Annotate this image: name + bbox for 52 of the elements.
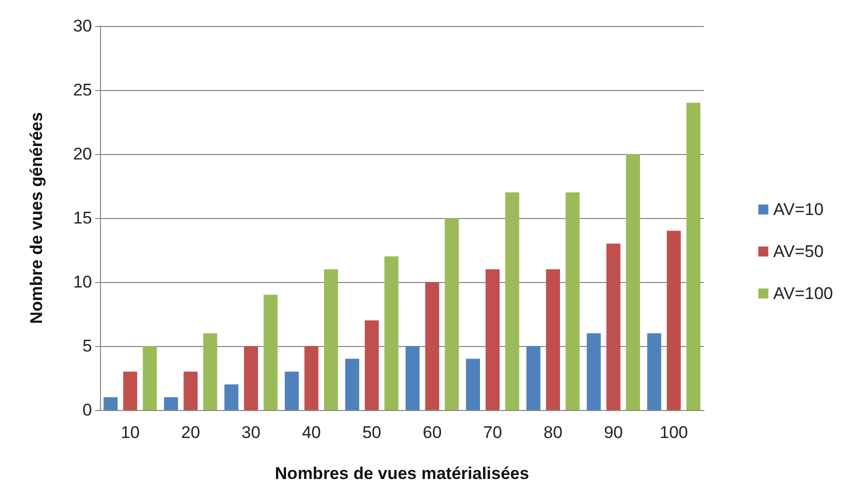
bar bbox=[546, 269, 560, 410]
bar bbox=[104, 397, 118, 410]
legend-label: AV=100 bbox=[773, 284, 834, 303]
bar bbox=[384, 256, 398, 410]
x-tick-label: 90 bbox=[604, 423, 623, 442]
bar bbox=[264, 294, 278, 410]
y-tick-label: 30 bbox=[73, 16, 92, 36]
bar bbox=[566, 192, 580, 410]
bar bbox=[364, 320, 379, 410]
bar bbox=[203, 333, 218, 410]
bar bbox=[324, 269, 338, 410]
bar bbox=[284, 372, 299, 410]
x-tick-label: 10 bbox=[120, 423, 140, 442]
bar bbox=[666, 230, 681, 410]
legend-label: AV=10 bbox=[773, 200, 824, 219]
x-tick-label: 70 bbox=[483, 423, 502, 442]
x-tick-label: 40 bbox=[302, 423, 321, 442]
y-tick-label: 20 bbox=[73, 144, 92, 164]
bar bbox=[606, 244, 620, 410]
bar bbox=[444, 218, 459, 410]
bar bbox=[224, 384, 238, 410]
bar bbox=[647, 333, 662, 410]
y-tick-label: 25 bbox=[73, 80, 92, 100]
x-tick-label: 20 bbox=[181, 423, 200, 442]
bar bbox=[526, 346, 540, 410]
y-tick-label: 10 bbox=[73, 272, 92, 292]
bar bbox=[244, 346, 258, 410]
bar bbox=[304, 346, 318, 410]
y-axis-title: Nombre de vues générées bbox=[27, 112, 46, 324]
bar bbox=[505, 192, 520, 410]
bar bbox=[142, 346, 157, 410]
x-tick-label: 60 bbox=[422, 423, 442, 442]
bar bbox=[184, 372, 198, 410]
x-tick-label: 80 bbox=[544, 423, 562, 442]
bar bbox=[686, 102, 700, 410]
bar bbox=[486, 269, 500, 410]
y-tick-label: 0 bbox=[82, 400, 92, 420]
bar bbox=[406, 346, 420, 410]
y-tick-label: 15 bbox=[73, 208, 92, 228]
x-tick-label: 100 bbox=[660, 423, 688, 442]
bar bbox=[425, 282, 440, 410]
bar bbox=[626, 154, 640, 410]
y-tick-label: 5 bbox=[82, 336, 92, 356]
bar bbox=[345, 358, 360, 410]
x-tick-label: 50 bbox=[362, 423, 382, 442]
x-tick-label: 30 bbox=[242, 423, 260, 442]
bar bbox=[466, 358, 480, 410]
bar bbox=[123, 372, 138, 410]
x-axis-title: Nombres de vues matérialisées bbox=[274, 464, 530, 483]
bar bbox=[586, 333, 601, 410]
bar bbox=[164, 397, 178, 410]
legend-label: AV=50 bbox=[773, 242, 824, 261]
